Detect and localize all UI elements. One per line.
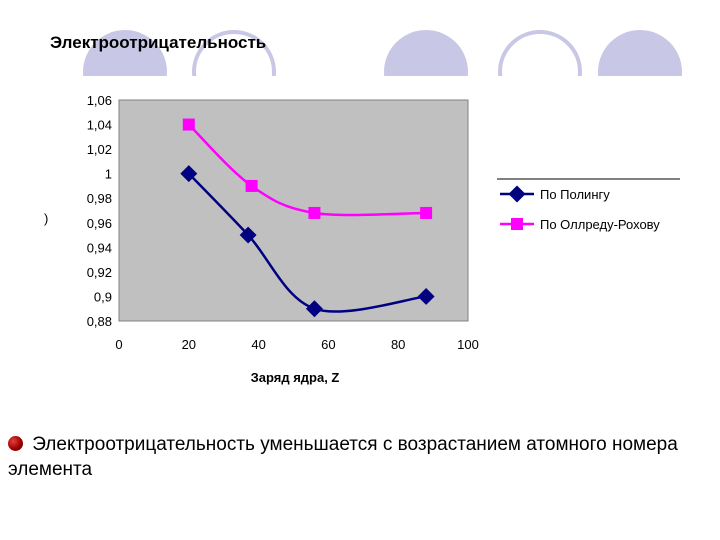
slide-title: Электроотрицательность [50, 33, 267, 52]
data-point-pauling [417, 287, 435, 305]
data-point-allred [308, 206, 321, 219]
bullet-icon [8, 436, 23, 451]
decor-circle [498, 30, 582, 80]
decor-circle [83, 30, 167, 80]
legend-marker-allred [511, 218, 523, 230]
y-tick-label: 1 [105, 167, 112, 182]
legend-marker-pauling [508, 185, 526, 203]
x-axis-title: Заряд ядра, Z [251, 370, 340, 385]
y-tick-label: 1,02 [87, 142, 112, 157]
decor-circle [598, 30, 682, 80]
series-layer [180, 118, 435, 318]
legend-label-pauling: По Полингу [540, 187, 610, 202]
x-tick-label: 100 [457, 337, 479, 352]
y-tick-label: 0,92 [87, 265, 112, 280]
x-tick-label: 0 [115, 337, 122, 352]
bullet-point: Электроотрицательность уменьшается с воз… [8, 432, 708, 482]
decor-circle [192, 30, 276, 80]
legend-label-allred: По Оллреду-Рохову [540, 217, 660, 232]
y-tick-label: 0,96 [87, 216, 112, 231]
y-tick-label: 0,9 [94, 289, 112, 304]
series-line-allred [187, 123, 427, 217]
x-tick-label: 20 [182, 337, 196, 352]
decor-circle [384, 30, 468, 80]
y-tick-label: 1,04 [87, 118, 112, 133]
bullet-text: Электроотрицательность уменьшается с воз… [8, 434, 678, 480]
y-axis-stray-glyph: ) [44, 211, 48, 226]
data-point-pauling [305, 300, 323, 318]
decorative-circles [0, 30, 720, 80]
x-tick-label: 80 [391, 337, 405, 352]
y-tick-label: 0,98 [87, 191, 112, 206]
y-axis-ticks: 1,06 1,04 1,02 1 0,98 0,96 0,94 0,92 0,9 0,88 [87, 93, 112, 329]
x-tick-label: 60 [321, 337, 335, 352]
x-axis-ticks: 0 20 40 60 80 100 [115, 337, 478, 352]
electronegativity-chart: 1,06 1,04 1,02 1 0,98 0,96 0,94 0,92 0,9 0,88 0 20… [44, 93, 680, 385]
y-tick-label: 1,06 [87, 93, 112, 108]
y-tick-label: 0,88 [87, 314, 112, 329]
plot-area [118, 99, 469, 322]
legend: По Полингу По Оллреду-Рохову [497, 178, 680, 232]
series-line-pauling [187, 172, 427, 313]
x-tick-label: 40 [251, 337, 265, 352]
data-point-pauling [180, 165, 198, 183]
data-point-pauling [239, 226, 257, 244]
data-point-allred [420, 206, 433, 219]
data-point-allred [245, 179, 258, 192]
data-point-allred [182, 118, 195, 131]
y-tick-label: 0,94 [87, 240, 112, 255]
